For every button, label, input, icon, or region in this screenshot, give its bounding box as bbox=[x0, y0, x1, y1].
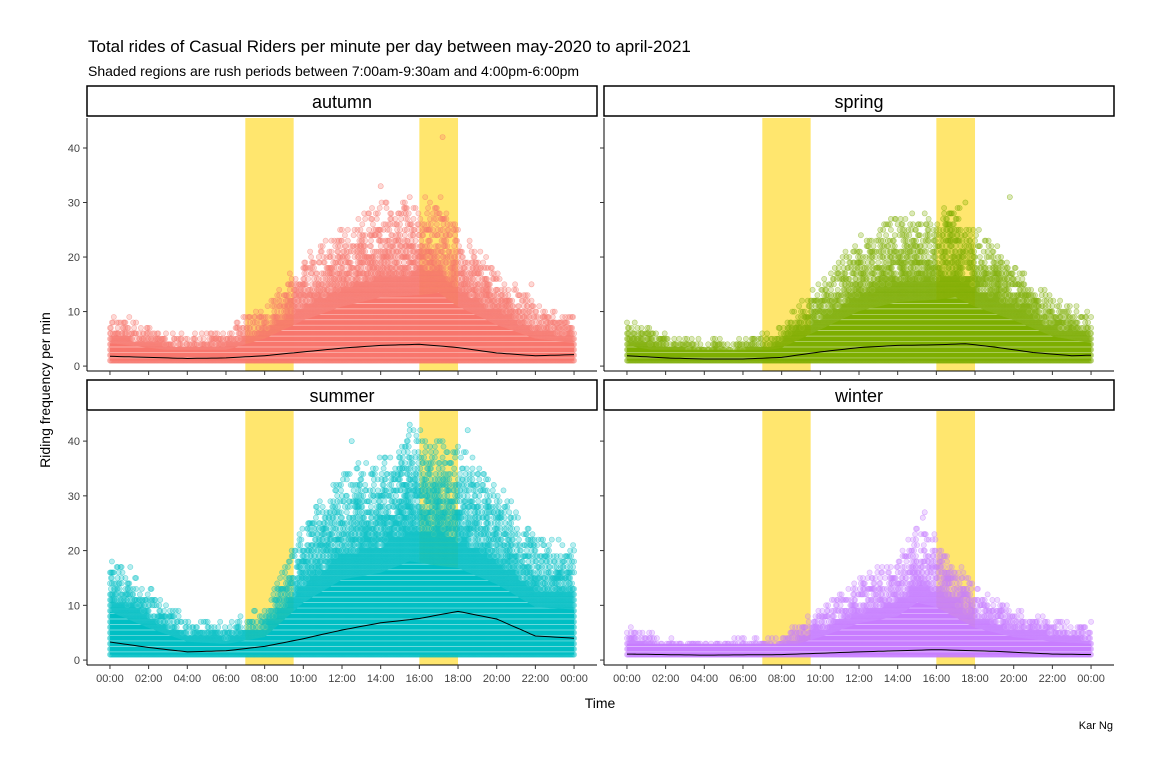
x-tick-label: 06:00 bbox=[212, 673, 240, 685]
x-tick-label: 18:00 bbox=[961, 673, 989, 685]
x-axis-title: Time bbox=[585, 695, 616, 711]
strip-label-spring: spring bbox=[834, 92, 883, 112]
x-tick-label: 12:00 bbox=[845, 673, 873, 685]
x-tick-label: 22:00 bbox=[1039, 673, 1067, 685]
x-tick-label: 00:00 bbox=[613, 673, 641, 685]
facet-spring: spring bbox=[600, 86, 1114, 375]
y-tick-label: 30 bbox=[68, 198, 80, 210]
y-tick-label: 40 bbox=[68, 436, 80, 448]
x-tick-label: 18:00 bbox=[444, 673, 472, 685]
x-tick-label: 20:00 bbox=[1000, 673, 1028, 685]
x-tick-label: 08:00 bbox=[251, 673, 279, 685]
facet-summer: summer 0 10 20 30 40 00:00 02:00 04:00 06:00 08:00… bbox=[68, 380, 597, 685]
y-tick-label: 10 bbox=[68, 600, 80, 612]
x-tick-label: 16:00 bbox=[923, 673, 951, 685]
y-tick-label: 40 bbox=[68, 143, 80, 155]
chart-subtitle: Shaded regions are rush periods between … bbox=[88, 63, 579, 79]
x-tick-label: 14:00 bbox=[367, 673, 395, 685]
x-tick-label: 00:00 bbox=[560, 673, 588, 685]
x-tick-label: 22:00 bbox=[522, 673, 550, 685]
y-axis-title: Riding frequency per min bbox=[37, 312, 53, 468]
facet-winter: winter 00:00 02:00 04:00 06:00 08:00 10:00 12:0… bbox=[600, 380, 1114, 685]
facet-panels: autumn 0 10 20 30 40 spring summer 0 10 20 30 40 00:0… bbox=[68, 86, 1114, 685]
y-tick-label: 0 bbox=[74, 655, 80, 667]
x-tick-label: 12:00 bbox=[328, 673, 356, 685]
x-tick-label: 02:00 bbox=[652, 673, 680, 685]
y-tick-label: 30 bbox=[68, 491, 80, 503]
x-tick-label: 02:00 bbox=[135, 673, 163, 685]
x-tick-label: 06:00 bbox=[729, 673, 757, 685]
x-tick-label: 14:00 bbox=[884, 673, 912, 685]
strip-label-summer: summer bbox=[309, 386, 374, 406]
x-tick-label: 10:00 bbox=[807, 673, 835, 685]
x-tick-label: 08:00 bbox=[768, 673, 796, 685]
y-tick-label: 10 bbox=[68, 307, 80, 319]
strip-label-autumn: autumn bbox=[312, 92, 372, 112]
x-tick-label: 10:00 bbox=[290, 673, 318, 685]
y-tick-label: 0 bbox=[74, 361, 80, 373]
y-tick-label: 20 bbox=[68, 546, 80, 558]
x-tick-label: 04:00 bbox=[174, 673, 202, 685]
x-tick-label: 00:00 bbox=[1077, 673, 1105, 685]
chart-title: Total rides of Casual Riders per minute … bbox=[88, 37, 691, 56]
x-tick-label: 20:00 bbox=[483, 673, 511, 685]
y-tick-label: 20 bbox=[68, 252, 80, 264]
x-tick-label: 00:00 bbox=[96, 673, 124, 685]
facet-autumn: autumn 0 10 20 30 40 bbox=[68, 86, 597, 375]
x-tick-label: 16:00 bbox=[406, 673, 434, 685]
x-tick-label: 04:00 bbox=[691, 673, 719, 685]
chart-caption: Kar Ng bbox=[1079, 720, 1113, 732]
strip-label-winter: winter bbox=[834, 386, 883, 406]
